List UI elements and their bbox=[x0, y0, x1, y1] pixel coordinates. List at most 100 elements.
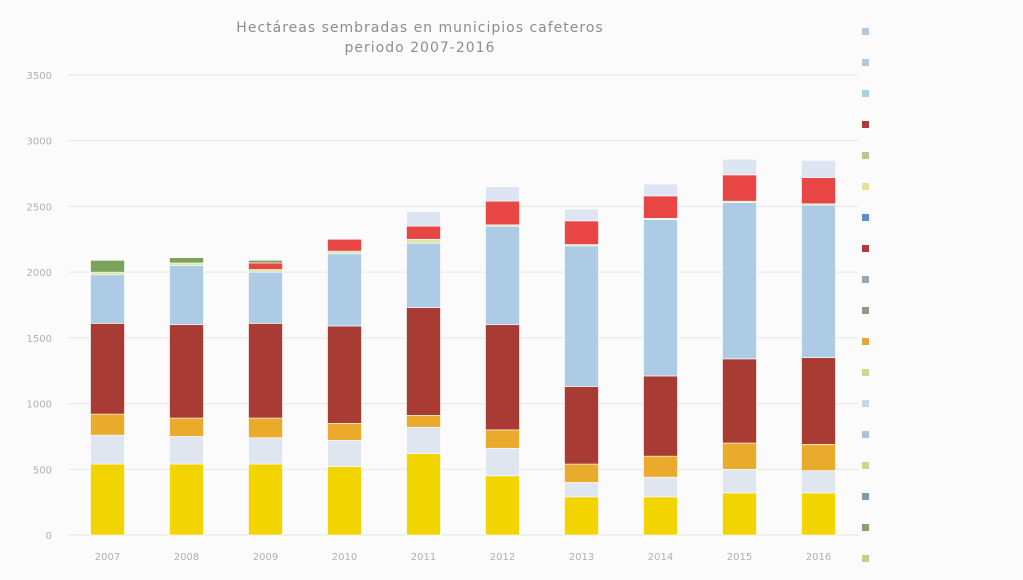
bar-segment bbox=[722, 358, 757, 444]
x-tick-label: 2010 bbox=[332, 552, 357, 563]
bar-segment bbox=[248, 262, 283, 270]
bar-segment bbox=[248, 437, 283, 465]
legend-swatch bbox=[862, 431, 869, 438]
chart-title-line-1: Hectáreas sembradas en municipios cafete… bbox=[236, 20, 604, 36]
chart-title-line-2: periodo 2007-2016 bbox=[344, 40, 496, 56]
bar-segment bbox=[248, 323, 283, 419]
bar-segment bbox=[643, 219, 678, 377]
bar-segment bbox=[801, 470, 836, 494]
bar-segment bbox=[722, 468, 757, 494]
bar-segment bbox=[485, 186, 520, 202]
bar-segment bbox=[801, 357, 836, 445]
bar-segment bbox=[327, 325, 362, 424]
y-tick-label: 1500 bbox=[27, 334, 52, 345]
legend-item bbox=[862, 264, 1020, 295]
bar-segment bbox=[722, 492, 757, 536]
legend-swatch bbox=[862, 400, 869, 407]
x-tick-label: 2014 bbox=[648, 552, 673, 563]
bar-segment bbox=[327, 440, 362, 467]
bar-segment bbox=[406, 307, 441, 416]
bar-segment bbox=[564, 496, 599, 536]
x-tick-label: 2015 bbox=[727, 552, 752, 563]
bar-segment bbox=[90, 413, 125, 436]
bar-segment bbox=[248, 271, 283, 324]
bar-segment bbox=[643, 496, 678, 536]
x-tick-label: 2008 bbox=[174, 552, 199, 563]
legend-item bbox=[862, 78, 1020, 109]
bar-segment bbox=[327, 422, 362, 441]
bar-segment bbox=[485, 324, 520, 431]
chart-legend bbox=[862, 16, 1020, 574]
bar-segment bbox=[564, 208, 599, 222]
bar-segment bbox=[485, 475, 520, 536]
bar-segment bbox=[327, 238, 362, 252]
bar-segment bbox=[90, 274, 125, 324]
legend-item bbox=[862, 295, 1020, 326]
legend-item bbox=[862, 140, 1020, 171]
legend-item bbox=[862, 419, 1020, 450]
bar-segment bbox=[485, 429, 520, 449]
legend-swatch bbox=[862, 214, 869, 221]
legend-item bbox=[862, 388, 1020, 419]
bar-segment bbox=[169, 463, 204, 536]
bar-segment bbox=[406, 453, 441, 536]
bar-segment bbox=[643, 195, 678, 219]
bar-segment bbox=[406, 242, 441, 308]
bar-segment bbox=[169, 436, 204, 465]
legend-item bbox=[862, 481, 1020, 512]
bar-segment bbox=[406, 426, 441, 454]
bar-segment bbox=[801, 160, 836, 178]
bar-segment bbox=[90, 260, 125, 273]
x-tick-label: 2009 bbox=[253, 552, 278, 563]
legend-swatch bbox=[862, 524, 869, 531]
legend-swatch bbox=[862, 90, 869, 97]
x-tick-label: 2016 bbox=[806, 552, 831, 563]
bar-segment bbox=[248, 269, 283, 273]
bar-segment bbox=[248, 260, 283, 264]
legend-item bbox=[862, 543, 1020, 574]
bar-segment bbox=[722, 174, 757, 202]
legend-swatch bbox=[862, 59, 869, 66]
bar-segment bbox=[406, 238, 441, 244]
bar-segment bbox=[248, 417, 283, 439]
legend-item bbox=[862, 47, 1020, 78]
legend-swatch bbox=[862, 183, 869, 190]
bar-segment bbox=[564, 245, 599, 387]
bar-segment bbox=[90, 271, 125, 276]
y-tick-label: 2500 bbox=[27, 202, 52, 213]
chart-title: Hectáreas sembradas en municipios cafete… bbox=[210, 18, 630, 58]
y-tick-label: 3000 bbox=[27, 137, 52, 148]
legend-swatch bbox=[862, 276, 869, 283]
bar-segment bbox=[722, 202, 757, 360]
legend-swatch bbox=[862, 338, 869, 345]
bar-segment bbox=[406, 415, 441, 428]
legend-swatch bbox=[862, 307, 869, 314]
legend-item bbox=[862, 171, 1020, 202]
legend-swatch bbox=[862, 28, 869, 35]
bar-segment bbox=[801, 492, 836, 536]
legend-swatch bbox=[862, 462, 869, 469]
bar-segment bbox=[169, 324, 204, 419]
bar-segment bbox=[485, 447, 520, 477]
y-tick-label: 3500 bbox=[27, 71, 52, 82]
bar-segment bbox=[722, 442, 757, 470]
bar-segment bbox=[327, 466, 362, 536]
bar-segment bbox=[564, 463, 599, 483]
bar-segment bbox=[564, 220, 599, 245]
bar-segment bbox=[90, 463, 125, 536]
y-tick-label: 500 bbox=[33, 465, 52, 476]
x-tick-label: 2013 bbox=[569, 552, 594, 563]
legend-item bbox=[862, 233, 1020, 264]
bar-segment bbox=[169, 417, 204, 437]
bar-segment bbox=[406, 211, 441, 227]
bar-segment bbox=[169, 262, 204, 266]
legend-item bbox=[862, 450, 1020, 481]
chart-source-caption bbox=[0, 565, 520, 580]
bar-segment bbox=[643, 455, 678, 478]
y-tick-label: 2000 bbox=[27, 268, 52, 279]
y-tick-label: 1000 bbox=[27, 400, 52, 411]
bar-segment bbox=[564, 482, 599, 498]
bar-segment bbox=[564, 386, 599, 465]
x-tick-label: 2011 bbox=[411, 552, 436, 563]
